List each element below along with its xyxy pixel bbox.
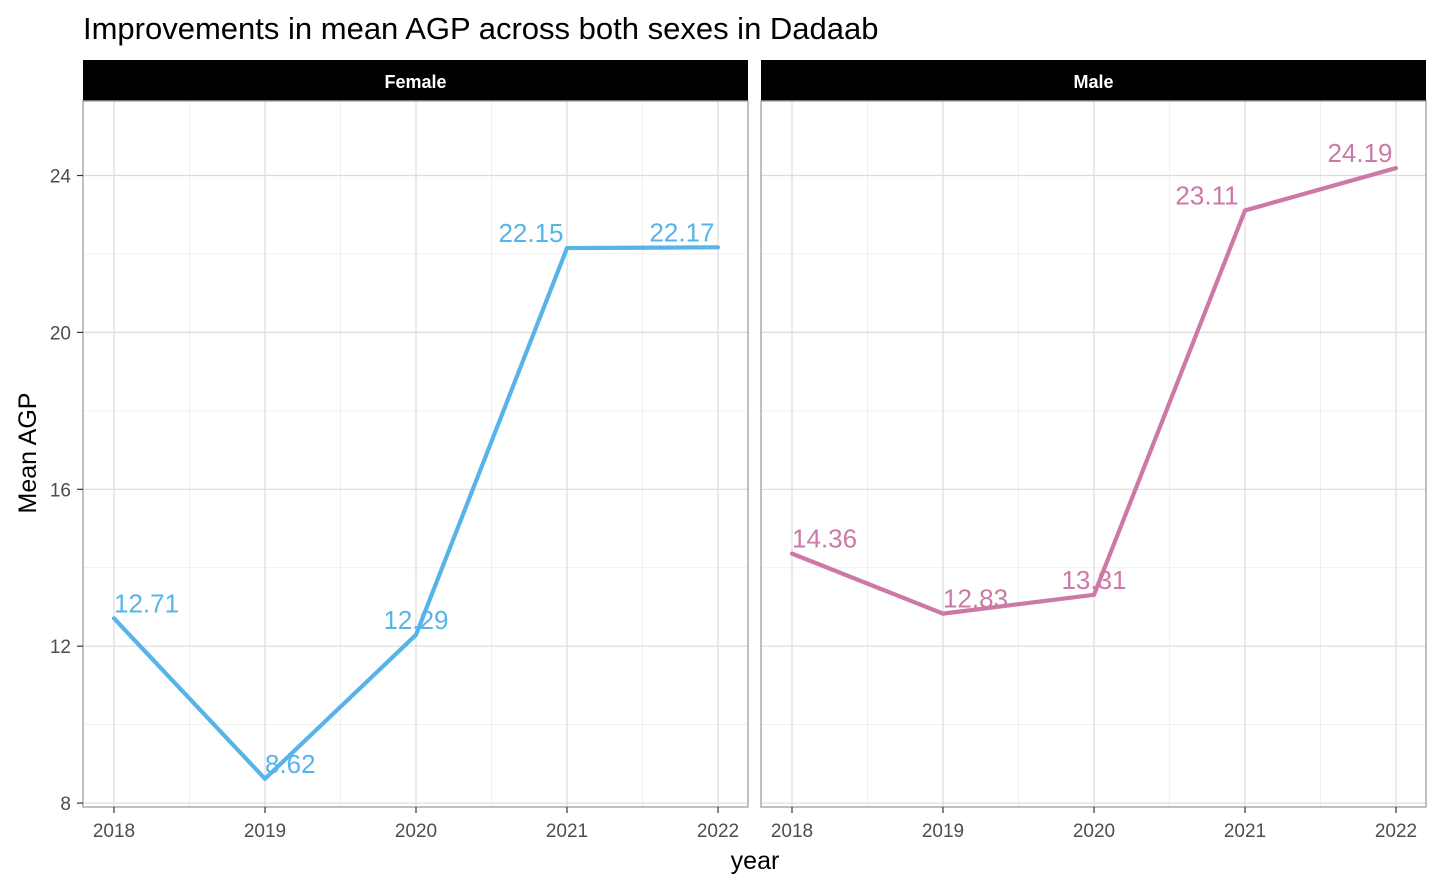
data-label: 12.83 [943,584,1008,614]
x-tick-label: 2020 [1073,821,1115,842]
facet-strip [761,60,1426,101]
data-point [564,245,570,251]
data-label: 24.19 [1327,138,1392,168]
y-tick-label: 24 [50,167,72,188]
data-point [1242,208,1248,213]
x-tick-label: 2022 [697,821,739,842]
data-point [715,245,721,250]
facet-panels: Female 2018 2019 2020 2021 2022 12.71 8.62 12.29… [82,60,1427,842]
x-tick-label: 2018 [93,821,135,842]
data-label: 13.31 [1061,565,1126,595]
data-label: 22.17 [649,217,714,247]
data-label: 12.29 [383,605,448,635]
data-point [789,551,795,556]
data-label: 14.36 [792,524,857,554]
x-tick-label: 2018 [771,821,813,842]
x-tick-label: 2021 [1224,821,1266,842]
y-tick-label: 8 [60,794,71,815]
chart-title: Improvements in mean AGP across both sex… [83,11,879,46]
facet-panel-female: Female 2018 2019 2020 2021 2022 12.71 8.62 12.29… [82,60,749,842]
data-point [413,632,419,637]
facet-strip-label: Female [384,72,446,92]
y-tick-label: 16 [50,480,71,501]
y-axis-ticks: 8 12 16 20 24 [50,167,83,815]
y-tick-label: 12 [50,637,71,658]
data-point [1091,592,1097,597]
data-point [1393,165,1399,171]
x-tick-label: 2021 [546,821,588,842]
data-point [940,611,946,616]
data-label: 22.15 [498,218,563,248]
facet-strip [83,60,748,101]
x-tick-label: 2020 [395,821,437,842]
data-label: 12.71 [114,588,179,618]
x-tick-label: 2019 [922,821,964,842]
x-tick-label: 2019 [244,821,286,842]
y-tick-label: 20 [50,323,71,344]
facet-panel-male: Male 2018 2019 2020 2021 2022 14.36 12.83 13.31 2… [760,60,1427,842]
data-point [262,776,268,781]
data-point [111,616,117,621]
x-tick-label: 2022 [1375,821,1417,842]
y-axis-title: Mean AGP [14,393,42,514]
x-axis-title: year [731,847,780,875]
data-label: 8.62 [265,749,316,779]
data-label: 23.11 [1175,180,1238,210]
facet-strip-label: Male [1073,72,1113,92]
